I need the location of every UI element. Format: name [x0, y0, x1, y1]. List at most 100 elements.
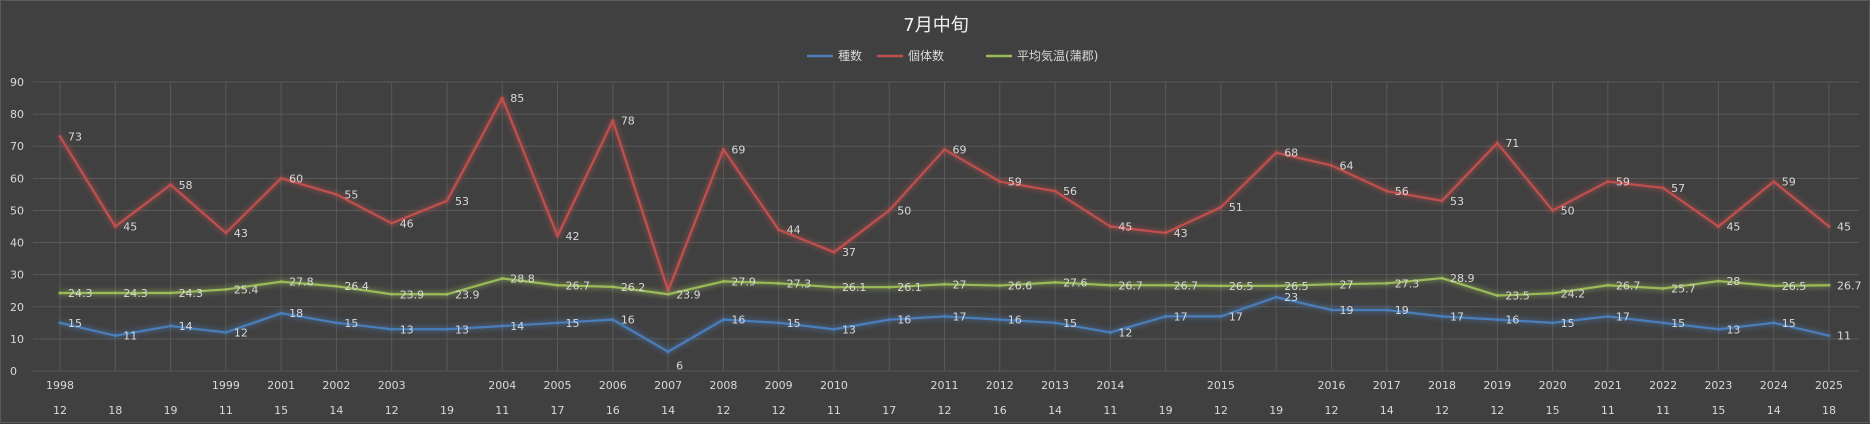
- data-point: [1108, 225, 1112, 228]
- data-point: [1219, 205, 1223, 209]
- data-point: [666, 289, 670, 293]
- data-point: [1661, 321, 1665, 325]
- data-label: 43: [234, 227, 248, 240]
- x-tick-label: 2010: [820, 379, 848, 392]
- x-secondary-label: 11: [1656, 404, 1670, 417]
- x-tick-label: 2014: [1096, 379, 1124, 392]
- data-label: 55: [344, 188, 358, 201]
- x-secondary-label: 12: [938, 404, 952, 417]
- data-point: [334, 192, 338, 196]
- data-label: 24.3: [123, 287, 148, 300]
- x-secondary-label: 16: [606, 404, 620, 417]
- x-secondary-label: 14: [329, 404, 343, 417]
- data-label: 15: [1063, 317, 1077, 330]
- data-point: [1772, 321, 1776, 325]
- data-label: 26.7: [1118, 279, 1143, 292]
- data-point: [1108, 330, 1112, 334]
- x-tick-label: 2005: [544, 379, 572, 392]
- data-point: [611, 285, 615, 289]
- x-tick-label: 2006: [599, 379, 627, 392]
- data-point: [113, 291, 117, 295]
- data-point: [1440, 199, 1444, 203]
- data-point: [169, 324, 173, 328]
- data-point: [1053, 189, 1057, 193]
- x-secondary-label: 19: [1159, 404, 1173, 417]
- x-secondary-label: 15: [1711, 404, 1725, 417]
- x-secondary-label: 18: [1822, 404, 1836, 417]
- data-point: [1551, 321, 1555, 325]
- x-tick-label: 2009: [765, 379, 793, 392]
- data-point: [1495, 318, 1499, 322]
- data-label: 14: [510, 320, 524, 333]
- data-label: 15: [1782, 317, 1796, 330]
- data-label: 13: [842, 323, 856, 336]
- x-secondary-label: 11: [495, 404, 509, 417]
- data-point: [1274, 151, 1278, 155]
- data-point: [1661, 286, 1665, 290]
- data-point: [611, 318, 615, 322]
- data-label: 58: [179, 179, 193, 192]
- x-tick-label: 2025: [1815, 379, 1843, 392]
- data-point: [279, 311, 283, 315]
- x-secondary-label: 12: [385, 404, 399, 417]
- data-label: 27.3: [1395, 277, 1420, 290]
- data-label: 28.9: [1450, 272, 1475, 285]
- data-label: 27.9: [731, 275, 756, 288]
- y-tick-label: 80: [10, 108, 24, 121]
- data-point: [1606, 314, 1610, 318]
- data-point: [1385, 189, 1389, 193]
- x-tick-label: 2013: [1041, 379, 1069, 392]
- data-label: 11: [123, 330, 137, 343]
- data-label: 69: [953, 143, 967, 156]
- y-tick-label: 10: [10, 333, 24, 346]
- data-label: 16: [621, 314, 635, 327]
- data-point: [943, 314, 946, 318]
- data-point: [1551, 291, 1555, 295]
- data-label: 37: [842, 246, 856, 259]
- data-label: 15: [1671, 317, 1685, 330]
- x-secondary-label: 12: [1435, 404, 1449, 417]
- x-secondary-label: 11: [1103, 404, 1117, 417]
- data-labels: 15 11 14 12 18 15 13 13 14 15 16 6 16 15 13 16 17 16 15 12 1…: [68, 92, 1862, 373]
- data-label: 45: [1118, 221, 1132, 234]
- data-label: 17: [953, 310, 967, 323]
- data-point: [445, 292, 449, 296]
- data-label: 13: [400, 323, 414, 336]
- data-label: 71: [1505, 137, 1519, 150]
- data-label: 50: [897, 204, 911, 217]
- data-label: 23: [1284, 291, 1298, 304]
- data-point: [1274, 295, 1278, 299]
- x-secondary-label: 15: [1546, 404, 1560, 417]
- data-point: [1329, 163, 1333, 167]
- data-label: 26.5: [1284, 280, 1309, 293]
- x-secondary-label: 12: [1214, 404, 1228, 417]
- data-label: 17: [1450, 310, 1464, 323]
- data-point: [1385, 308, 1389, 312]
- data-point: [113, 225, 117, 228]
- x-tick-label: 2016: [1317, 379, 1345, 392]
- y-tick-label: 30: [10, 269, 24, 282]
- data-label: 43: [1174, 227, 1188, 240]
- data-point: [1440, 276, 1444, 280]
- y-tick-label: 70: [10, 140, 24, 153]
- data-point: [1551, 208, 1555, 212]
- x-secondary-label: 12: [772, 404, 786, 417]
- data-label: 13: [455, 323, 469, 336]
- x-secondary-label: 12: [1490, 404, 1504, 417]
- data-point: [998, 284, 1002, 288]
- data-label: 23.9: [676, 288, 701, 301]
- data-point: [224, 231, 228, 235]
- data-point: [1329, 308, 1333, 312]
- x-tick-label: 2017: [1373, 379, 1401, 392]
- data-label: 23.5: [1505, 290, 1530, 303]
- data-label: 25.7: [1671, 282, 1696, 295]
- data-label: 27.6: [1063, 276, 1088, 289]
- y-tick-label: 50: [10, 204, 24, 217]
- data-point: [279, 176, 283, 180]
- data-point: [58, 291, 62, 295]
- data-label: 11: [1837, 330, 1851, 343]
- data-point: [113, 334, 117, 338]
- data-point: [58, 321, 62, 325]
- data-label: 68: [1284, 147, 1298, 160]
- data-label: 45: [1837, 221, 1851, 234]
